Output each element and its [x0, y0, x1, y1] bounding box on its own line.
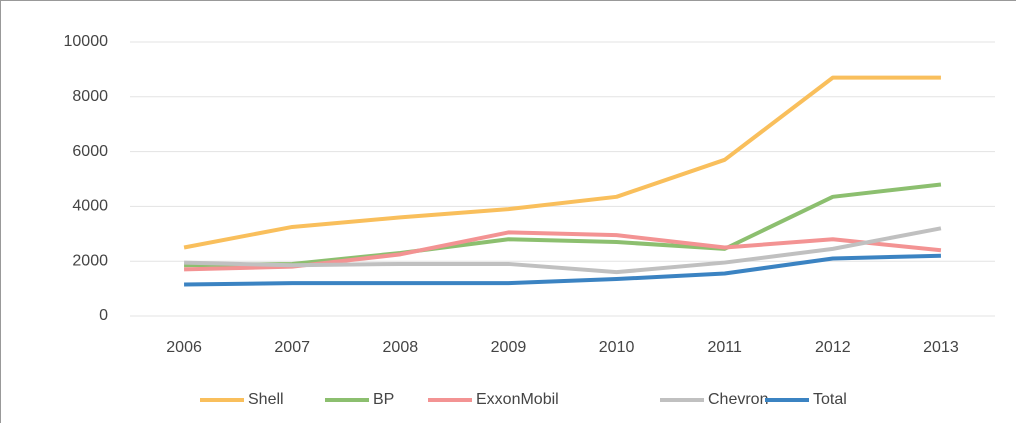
x-tick-label: 2008: [383, 339, 419, 356]
legend-label: BP: [373, 391, 394, 408]
y-tick-label: 0: [99, 307, 108, 324]
line-series: [184, 182, 942, 268]
line-series: [184, 253, 941, 287]
y-tick-label: 4000: [72, 198, 108, 215]
y-tick-label: 8000: [72, 88, 108, 105]
legend-label: ExxonMobil: [476, 391, 559, 408]
x-tick-label: 2009: [491, 339, 527, 356]
legend-label: Chevron: [708, 391, 768, 408]
x-tick-label: 2006: [166, 339, 202, 356]
line-series: [184, 226, 942, 275]
x-tick-label: 2007: [274, 339, 310, 356]
x-tick-label: 2013: [923, 339, 959, 356]
y-tick-label: 6000: [72, 143, 108, 160]
x-tick-label: 2010: [599, 339, 635, 356]
y-tick-label: 10000: [64, 33, 109, 50]
y-tick-label: 2000: [72, 252, 108, 269]
x-tick-label: 2011: [707, 339, 742, 356]
x-tick-label: 2012: [815, 339, 851, 356]
line-series: [183, 75, 941, 250]
legend-label: Shell: [248, 391, 284, 408]
legend-label: Total: [813, 391, 847, 408]
